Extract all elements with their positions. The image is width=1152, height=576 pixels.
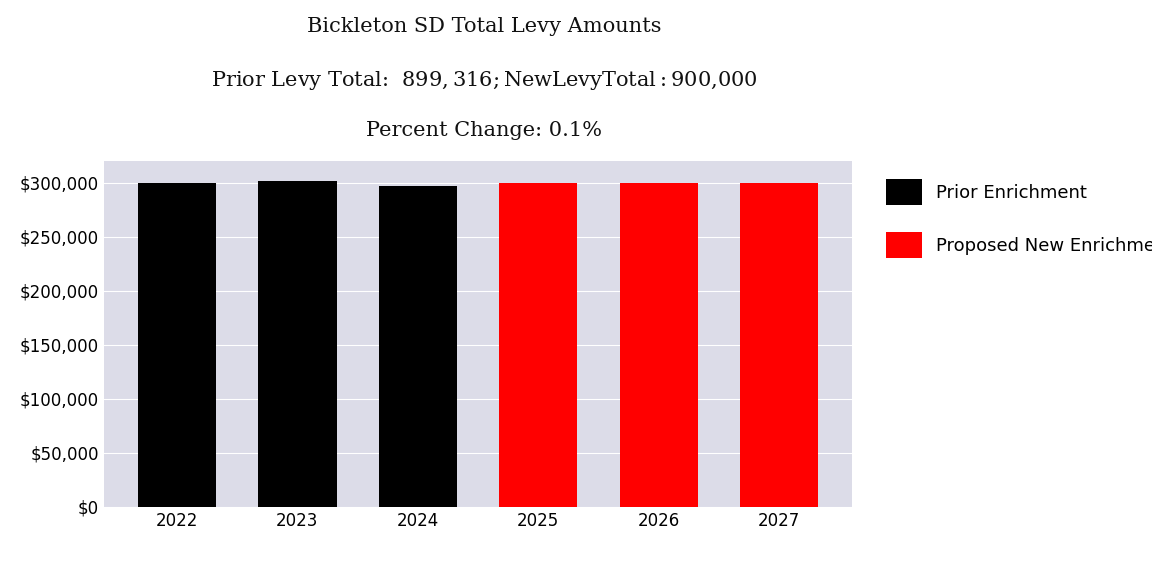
Legend: Prior Enrichment, Proposed New Enrichment: Prior Enrichment, Proposed New Enrichmen… [877,170,1152,267]
Bar [379,186,457,507]
Text: Bickleton SD Total Levy Amounts: Bickleton SD Total Levy Amounts [306,17,661,36]
Bar [138,183,217,507]
Text: Prior Levy Total:  $899,316; New Levy Total: $900,000: Prior Levy Total: $899,316; New Levy Tot… [211,69,757,92]
Bar [499,183,577,507]
Bar [740,183,818,507]
Text: Percent Change: 0.1%: Percent Change: 0.1% [366,121,601,140]
Bar [620,183,698,507]
Bar [258,180,336,507]
